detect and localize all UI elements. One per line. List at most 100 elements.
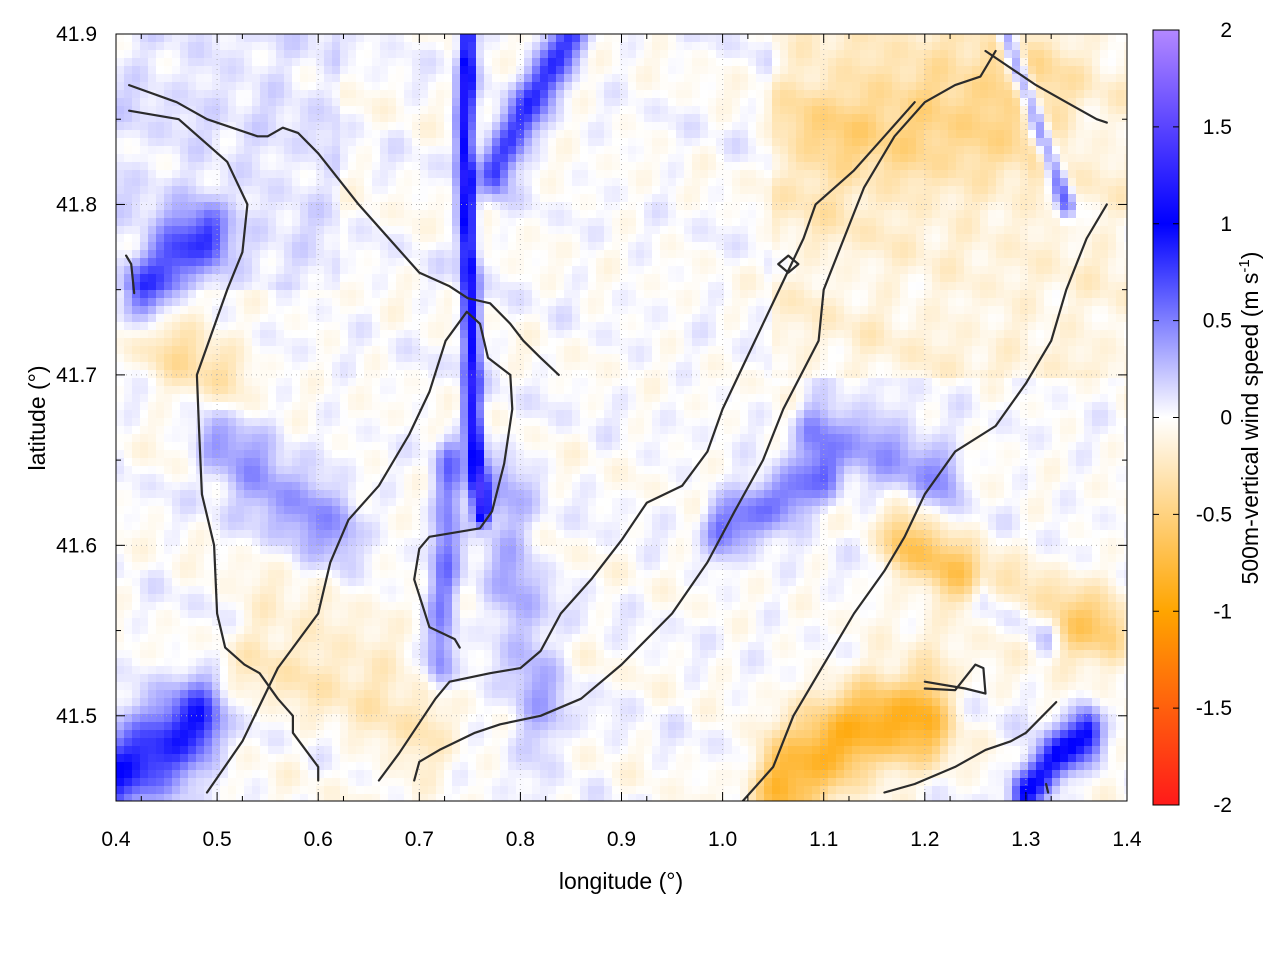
heatmap-cell [388, 154, 397, 163]
heatmap-cell [164, 298, 173, 307]
heatmap-cell [444, 146, 453, 155]
heatmap-cell [524, 530, 533, 539]
heatmap-cell [460, 434, 469, 443]
heatmap-cell [468, 226, 477, 235]
heatmap-cell [484, 346, 493, 355]
heatmap-cell [324, 106, 333, 115]
heatmap-cell [140, 346, 149, 355]
heatmap-cell [380, 570, 389, 579]
heatmap-cell [228, 98, 237, 107]
heatmap-cell [380, 42, 389, 51]
heatmap-cell [356, 482, 365, 491]
heatmap-cell [172, 586, 181, 595]
heatmap-cell [132, 650, 141, 659]
heatmap-cell [300, 410, 309, 419]
heatmap-cell [132, 434, 141, 443]
heatmap-cell [300, 794, 309, 801]
heatmap-cell [300, 186, 309, 195]
heatmap-cell [316, 442, 325, 451]
heatmap-cell [324, 210, 333, 219]
heatmap-cell [268, 250, 277, 259]
heatmap-cell [148, 538, 157, 547]
heatmap-cell [228, 426, 237, 435]
heatmap-cell [460, 354, 469, 363]
heatmap-cell [252, 226, 261, 235]
heatmap-cell [164, 778, 173, 787]
heatmap-cell [404, 138, 413, 147]
heatmap-cell [212, 154, 221, 163]
heatmap-cell [324, 114, 333, 123]
heatmap-cell [500, 114, 509, 123]
heatmap-cell [364, 178, 373, 187]
heatmap-cell [300, 786, 309, 795]
heatmap-cell [204, 594, 213, 603]
heatmap-cell [204, 354, 213, 363]
heatmap-cell [308, 610, 317, 619]
heatmap-cell [220, 362, 229, 371]
heatmap-cell [180, 218, 189, 227]
heatmap-cell [468, 746, 477, 755]
heatmap-cell [356, 554, 365, 563]
heatmap-cell [316, 730, 325, 739]
heatmap-cell [324, 714, 333, 723]
heatmap-cell [460, 338, 469, 347]
heatmap-cell [364, 82, 373, 91]
heatmap-cell [404, 778, 413, 787]
heatmap-cell [132, 146, 141, 155]
heatmap-cell [124, 282, 133, 291]
heatmap-cell [316, 666, 325, 675]
heatmap-cell [308, 530, 317, 539]
heatmap-cell [452, 138, 461, 147]
heatmap-cell [412, 658, 421, 667]
heatmap-cell [388, 58, 397, 67]
heatmap-cell [364, 426, 373, 435]
heatmap-cell [292, 34, 301, 43]
heatmap-cell [460, 426, 469, 435]
heatmap-cell [148, 370, 157, 379]
heatmap-cell [484, 122, 493, 131]
heatmap-cell [244, 50, 253, 59]
heatmap-cell [460, 34, 469, 43]
heatmap-cell [204, 586, 213, 595]
heatmap-cell [452, 378, 461, 387]
heatmap-cell [148, 642, 157, 651]
heatmap-cell [428, 602, 437, 611]
heatmap-cell [228, 714, 237, 723]
heatmap-cell [180, 634, 189, 643]
heatmap-cell [156, 666, 165, 675]
heatmap-cell [284, 82, 293, 91]
heatmap-cell [460, 754, 469, 763]
heatmap-cell [436, 122, 445, 131]
heatmap-cell [404, 674, 413, 683]
heatmap-cell [372, 138, 381, 147]
heatmap-cell [284, 474, 293, 483]
heatmap-cell [412, 618, 421, 627]
heatmap-cell [308, 194, 317, 203]
heatmap-cell [484, 362, 493, 371]
heatmap-cell [292, 730, 301, 739]
heatmap-cell [164, 762, 173, 771]
heatmap-cell [380, 418, 389, 427]
heatmap-cell [436, 474, 445, 483]
heatmap-cell [140, 690, 149, 699]
heatmap-cell [500, 218, 509, 227]
heatmap-cell [292, 218, 301, 227]
heatmap-cell [484, 434, 493, 443]
heatmap-cell [484, 794, 493, 801]
heatmap-cell [180, 722, 189, 731]
heatmap-cell [468, 530, 477, 539]
heatmap-cell [404, 330, 413, 339]
heatmap-cell [428, 666, 437, 675]
heatmap-cell [132, 594, 141, 603]
heatmap-cell [396, 50, 405, 59]
heatmap-cell [116, 786, 125, 795]
heatmap-cell [412, 90, 421, 99]
heatmap-cell [164, 530, 173, 539]
heatmap-cell [388, 498, 397, 507]
heatmap-cell [516, 386, 525, 395]
heatmap-cell [396, 650, 405, 659]
heatmap-cell [444, 778, 453, 787]
heatmap-cell [348, 482, 357, 491]
heatmap-cell [188, 738, 197, 747]
heatmap-cell [172, 642, 181, 651]
